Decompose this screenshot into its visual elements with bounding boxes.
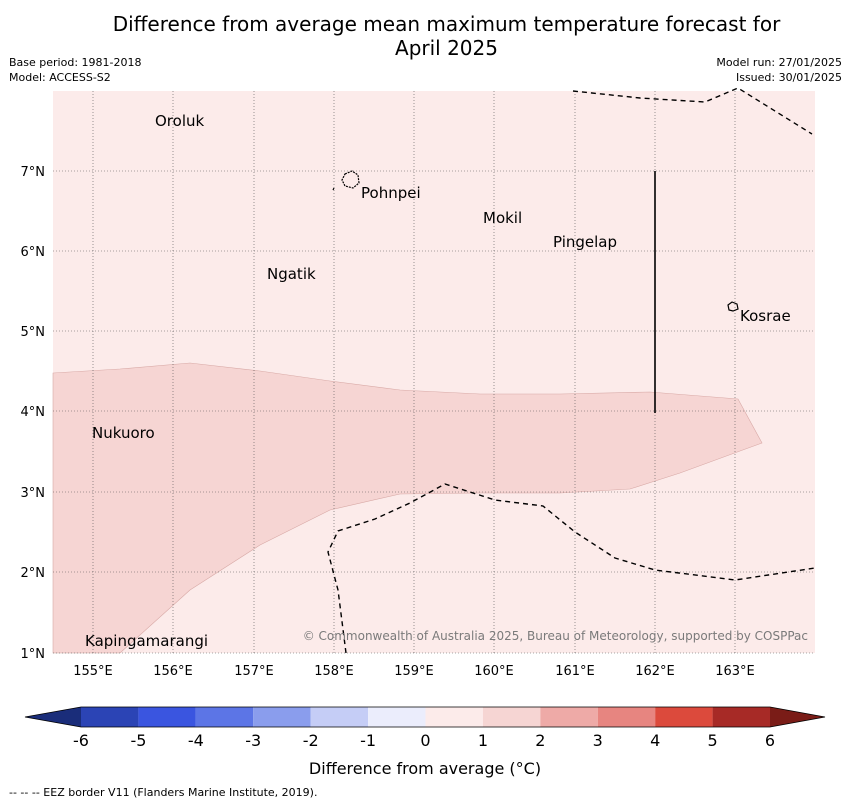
colorbar-segment bbox=[597, 707, 656, 727]
place-label-pingelap: Pingelap bbox=[553, 233, 617, 251]
model-text: Model: ACCESS-S2 bbox=[9, 71, 111, 84]
lat-label: 6°N bbox=[21, 245, 46, 260]
lon-label: 161°E bbox=[555, 664, 595, 679]
place-labels: Oroluk Pohnpei Mokil Pingelap Ngatik Kos… bbox=[85, 112, 791, 650]
colorbar-title: Difference from average (°C) bbox=[309, 759, 541, 778]
title-line-1: Difference from average mean maximum tem… bbox=[112, 12, 781, 36]
model-run-text: Model run: 27/01/2025 bbox=[716, 56, 842, 69]
colorbar-segment bbox=[81, 707, 139, 727]
colorbar-tick-label: 6 bbox=[765, 731, 775, 750]
eez-legend-footer: -- -- -- EEZ border V11 (Flanders Marine… bbox=[9, 786, 318, 799]
colorbar-segment bbox=[138, 707, 196, 727]
kosrae-island-outline bbox=[727, 301, 739, 312]
lon-label: 159°E bbox=[394, 664, 434, 679]
meta-right: Model run: 27/01/2025 Issued: 30/01/2025 bbox=[716, 55, 842, 85]
island-mark-pohnpei-west bbox=[332, 187, 335, 191]
place-label-pohnpei: Pohnpei bbox=[361, 184, 421, 202]
colorbar-tick-label: -4 bbox=[188, 731, 204, 750]
colorbar-segment bbox=[482, 707, 541, 727]
colorbar-under-arrow bbox=[25, 707, 81, 727]
colorbar: -6 -5 -4 -3 -2 -1 0 1 2 3 4 5 6 bbox=[24, 706, 826, 750]
lon-label: 158°E bbox=[314, 664, 354, 679]
colorbar-segment bbox=[253, 707, 311, 727]
place-label-mokil: Mokil bbox=[483, 209, 522, 227]
colorbar-tick-label: 4 bbox=[650, 731, 660, 750]
colorbar-tick-label: -3 bbox=[245, 731, 261, 750]
colorbar-tick-label: 1 bbox=[478, 731, 488, 750]
colorbar-tick-label: -5 bbox=[130, 731, 146, 750]
map-title: Difference from average mean maximum tem… bbox=[0, 12, 850, 60]
longitude-labels: 155°E 156°E 157°E 158°E 159°E 160°E 161°… bbox=[73, 664, 755, 679]
lat-label: 5°N bbox=[21, 325, 46, 340]
lat-label: 2°N bbox=[21, 566, 46, 581]
colorbar-segment bbox=[712, 707, 770, 727]
place-label-nukuoro: Nukuoro bbox=[92, 424, 155, 442]
colorbar-segment bbox=[195, 707, 254, 727]
lat-label: 3°N bbox=[21, 486, 46, 501]
colorbar-over-arrow bbox=[770, 707, 825, 727]
lon-label: 156°E bbox=[153, 664, 193, 679]
colorbar-tick-label: 2 bbox=[535, 731, 545, 750]
colorbar-tick-label: -6 bbox=[73, 731, 89, 750]
lat-label: 7°N bbox=[21, 165, 46, 180]
lon-label: 160°E bbox=[474, 664, 514, 679]
colorbar-outline bbox=[24, 706, 826, 728]
place-label-kapingamarangi: Kapingamarangi bbox=[85, 632, 208, 650]
colorbar-segment bbox=[655, 707, 713, 727]
lat-label: 4°N bbox=[21, 405, 46, 420]
colorbar-segment bbox=[425, 707, 483, 727]
colorbar-tick-label: -1 bbox=[360, 731, 376, 750]
colorbar-tick-label: 3 bbox=[593, 731, 603, 750]
colorbar-tick-label: -2 bbox=[303, 731, 319, 750]
lon-label: 155°E bbox=[73, 664, 113, 679]
issued-text: Issued: 30/01/2025 bbox=[735, 71, 842, 84]
anomaly-band-1-2C bbox=[52, 362, 763, 654]
meta-left: Base period: 1981-2018 Model: ACCESS-S2 bbox=[9, 55, 141, 85]
latitude-labels: 7°N 6°N 5°N 4°N 3°N 2°N 1°N bbox=[21, 165, 46, 662]
base-period-text: Base period: 1981-2018 bbox=[9, 56, 142, 69]
title-line-2: April 2025 bbox=[395, 36, 498, 60]
graticule bbox=[53, 91, 815, 654]
colorbar-segment bbox=[540, 707, 598, 727]
copyright-credit: © Commonwealth of Australia 2025, Bureau… bbox=[303, 629, 808, 643]
lon-label: 163°E bbox=[715, 664, 755, 679]
lat-label: 1°N bbox=[21, 647, 46, 662]
lon-label: 162°E bbox=[635, 664, 675, 679]
lon-label: 157°E bbox=[234, 664, 274, 679]
colorbar-segment bbox=[310, 707, 369, 727]
place-label-oroluk: Oroluk bbox=[155, 112, 204, 130]
colorbar-segment bbox=[368, 707, 426, 727]
colorbar-tick-label: 5 bbox=[707, 731, 717, 750]
colorbar-tick-label: 0 bbox=[420, 731, 430, 750]
place-label-kosrae: Kosrae bbox=[740, 307, 791, 325]
place-label-ngatik: Ngatik bbox=[267, 265, 316, 283]
